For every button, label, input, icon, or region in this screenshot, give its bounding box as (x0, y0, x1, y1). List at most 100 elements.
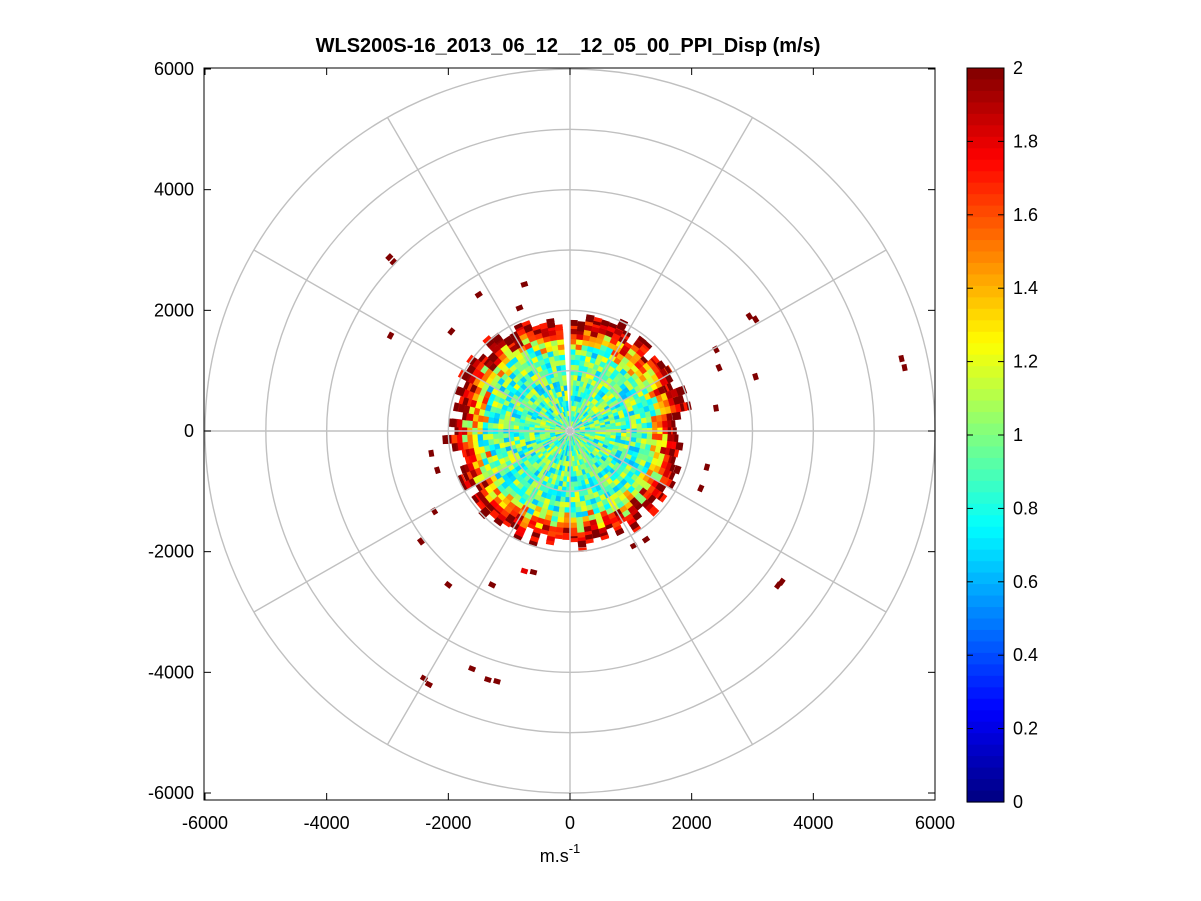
ppi-edge-cell (462, 472, 470, 482)
ppi-edge-cell (591, 530, 600, 536)
colorbar-swatch (967, 68, 1004, 81)
ppi-edge-cell (656, 361, 665, 371)
ppi-edge-cell (675, 442, 681, 451)
ppi-cell (555, 526, 564, 534)
ppi-edge-cell (632, 511, 641, 520)
ppi-cell (641, 433, 648, 440)
outlier-segment (745, 312, 754, 321)
colorbar-swatch (967, 285, 1004, 298)
ppi-edge-cell (662, 384, 670, 393)
colorbar-tick-label: 1.4 (1013, 278, 1038, 298)
y-tick-label: 2000 (154, 300, 194, 320)
polar-spoke (569, 430, 754, 745)
ppi-edge-cell (475, 483, 483, 492)
ppi-cell (569, 364, 575, 371)
ppi-edge-cell (466, 354, 475, 364)
ppi-edge-cell (629, 521, 639, 529)
ppi-cell (518, 432, 525, 437)
ppi-cell (564, 502, 571, 508)
polar-spoke (253, 249, 571, 432)
ppi-cell (667, 434, 674, 442)
ppi-cell (576, 521, 584, 529)
ppi-edge-cell (468, 365, 477, 375)
ppi-edge-cell (533, 327, 542, 334)
ppi-edge-cell (640, 355, 649, 364)
ppi-cell (575, 516, 584, 524)
colorbar-swatch (967, 515, 1004, 528)
ppi-edge-cell (674, 434, 679, 443)
ppi-cell (557, 511, 565, 518)
colorbar-swatch (967, 480, 1004, 493)
ppi-cell (562, 527, 571, 534)
ppi-edge-cell (442, 435, 447, 445)
ppi-edge-cell (503, 335, 512, 344)
x-axis: -6000 -4000 -2000 0 2000 4000 6000 (182, 68, 955, 833)
ppi-edge-cell (482, 506, 491, 516)
ppi-data-layer (385, 253, 908, 689)
colorbar-swatch (967, 503, 1004, 516)
ppi-edge-cell (577, 540, 587, 546)
ppi-edge-cell (578, 547, 587, 553)
colorbar-swatch (967, 113, 1004, 126)
ppi-cell (482, 421, 489, 429)
x-tick-label: 6000 (915, 813, 955, 833)
ppi-cell (564, 395, 569, 402)
ppi-cell (600, 427, 607, 431)
ppi-cell (575, 349, 582, 356)
ppi-edge-cell (634, 503, 643, 511)
x-tick-label: -6000 (182, 813, 228, 833)
ppi-edge-cell (539, 322, 548, 329)
colorbar-swatch (967, 262, 1004, 276)
ppi-edge-cell (617, 321, 627, 329)
ppi-edge-cell (522, 322, 532, 330)
ppi-edge-cell (502, 519, 512, 528)
ppi-cell (656, 433, 663, 441)
ppi-cell (564, 390, 568, 396)
ppi-edge-cell (616, 324, 626, 332)
ppi-edge-cell (651, 355, 660, 364)
ppi-cell (563, 385, 568, 391)
ppi-cell (575, 344, 583, 351)
ppi-cell (471, 420, 478, 429)
polar-spoke (386, 430, 571, 745)
ppi-cell (569, 522, 578, 529)
ppi-edge-cell (462, 371, 470, 381)
ppi-cell (575, 506, 582, 513)
ppi-edge-cell (459, 465, 467, 474)
colorbar-swatch (967, 205, 1004, 218)
ppi-cell (569, 333, 578, 340)
colorbar-swatch (967, 297, 1004, 310)
outlier-segment (520, 281, 529, 288)
ppi-edge-cell (678, 394, 685, 404)
colorbar-swatch (967, 595, 1004, 608)
colorbar-swatch (967, 331, 1004, 344)
colorbar-swatch (967, 607, 1004, 620)
ppi-edge-cell (463, 397, 470, 406)
ppi-cell (533, 431, 540, 435)
ppi-cell (662, 433, 669, 442)
outlier-segment (515, 304, 524, 312)
ppi-edge-cell (678, 442, 684, 451)
ppi-edge-cell (451, 442, 457, 452)
ppi-edge-cell (679, 402, 686, 412)
colorbar-swatch (967, 423, 1004, 436)
polar-spoke (386, 117, 571, 432)
ppi-edge-cell (585, 538, 594, 544)
ppi-edge-cell (527, 522, 536, 530)
colorbar-swatch (967, 779, 1004, 792)
ppi-edge-cell (482, 357, 491, 366)
colorbar-swatch (967, 664, 1004, 677)
colorbar-tick-label: 0.2 (1013, 719, 1038, 739)
colorbar-tick-label: 2 (1013, 58, 1023, 78)
ppi-cell (555, 365, 562, 372)
colorbar-swatch (967, 366, 1004, 379)
ppi-edge-cell (664, 365, 673, 375)
ppi-cell (461, 434, 468, 443)
colorbar-swatch (967, 228, 1004, 241)
ppi-edge-cell (532, 324, 541, 332)
ppi-cell (471, 433, 478, 442)
ppi-edge-cell (454, 386, 462, 396)
ppi-edge-cell (524, 326, 534, 333)
ppi-cell (646, 422, 653, 429)
outlier-segment (703, 463, 711, 472)
